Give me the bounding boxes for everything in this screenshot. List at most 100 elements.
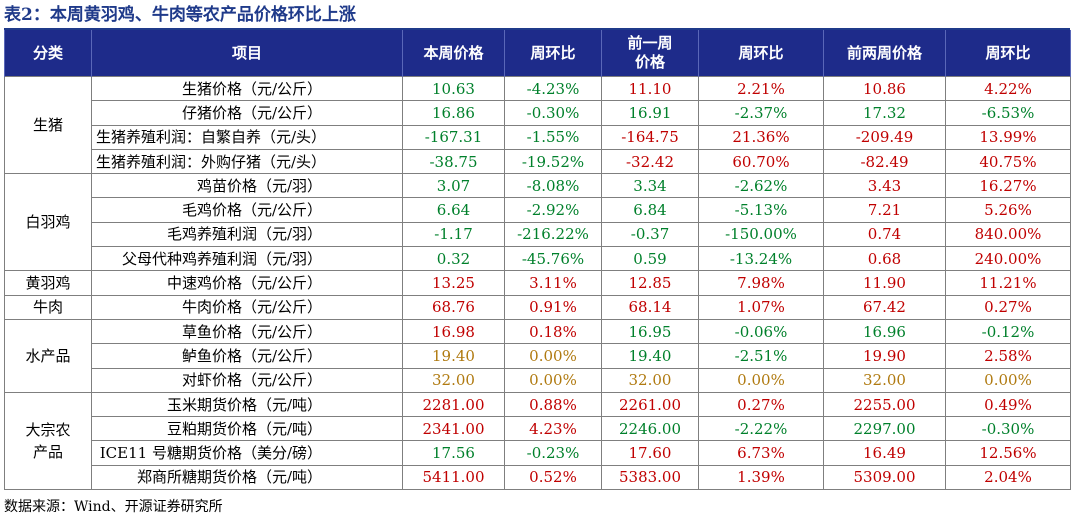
two-weeks-price-cell: 19.90 — [823, 343, 946, 369]
two-weeks-price-cell: -82.49 — [823, 148, 946, 175]
header-this-week-price: 本周价格 — [402, 30, 505, 77]
two-weeks-price-cell: 2297.00 — [823, 416, 946, 442]
title-rule — [4, 28, 1070, 30]
prev-week-wow-cell: 1.07% — [698, 294, 824, 320]
two-weeks-wow-cell: 40.75% — [945, 148, 1071, 175]
prev-week-wow-cell: 0.27% — [698, 391, 824, 418]
this-week-price-cell: 32.00 — [402, 367, 505, 393]
this-week-wow-cell: -1.55% — [504, 124, 602, 150]
this-week-price-cell: -1.17 — [402, 221, 505, 248]
this-week-wow-cell: 3.11% — [504, 270, 602, 296]
prev-week-price-cell: 11.10 — [601, 75, 699, 102]
prev-week-wow-cell: -150.00% — [698, 221, 824, 248]
source-note: 数据来源：Wind、开源证券研究所 — [4, 499, 223, 515]
item-cell: 玉米期货价格（元/吨） — [91, 391, 403, 418]
prev-week-price-cell: 2261.00 — [601, 391, 699, 418]
this-week-wow-cell: -19.52% — [504, 148, 602, 175]
item-cell: 生猪养殖利润：外购仔猪（元/头） — [91, 148, 403, 175]
prev-week-wow-cell: 6.73% — [698, 440, 824, 466]
two-weeks-price-cell: 16.96 — [823, 318, 946, 345]
two-weeks-price-cell: 7.21 — [823, 197, 946, 223]
this-week-price-cell: 0.32 — [402, 246, 505, 272]
two-weeks-price-cell: 0.74 — [823, 221, 946, 248]
prev-week-price-cell: 68.14 — [601, 294, 699, 320]
two-weeks-price-cell: 10.86 — [823, 75, 946, 102]
prev-week-price-cell: 6.84 — [601, 197, 699, 223]
two-weeks-wow-cell: 13.99% — [945, 124, 1071, 150]
two-weeks-wow-cell: 0.49% — [945, 391, 1071, 418]
header-two-weeks-wow: 周环比 — [945, 30, 1071, 77]
this-week-price-cell: 3.07 — [402, 173, 505, 199]
item-cell: 郑商所糖期货价格（元/吨） — [91, 464, 403, 491]
this-week-price-cell: -167.31 — [402, 124, 505, 150]
this-week-wow-cell: 0.52% — [504, 464, 602, 491]
this-week-wow-cell: -2.92% — [504, 197, 602, 223]
prev-week-price-cell: 16.95 — [601, 318, 699, 345]
two-weeks-price-cell: 67.42 — [823, 294, 946, 320]
item-cell: 父母代种鸡养殖利润（元/羽） — [91, 246, 403, 272]
this-week-price-cell: 17.56 — [402, 440, 505, 466]
two-weeks-price-cell: 5309.00 — [823, 464, 946, 491]
this-week-wow-cell: 0.00% — [504, 367, 602, 393]
prev-week-wow-cell: -0.06% — [698, 318, 824, 345]
this-week-wow-cell: -4.23% — [504, 75, 602, 102]
prev-week-price-cell: -32.42 — [601, 148, 699, 175]
table-row: 生猪 生猪价格（元/公斤） 10.63 -4.23% 11.10 2.21% 10.86 4.… — [4, 75, 1071, 175]
header-this-week-wow: 周环比 — [504, 30, 602, 77]
this-week-wow-cell: -8.08% — [504, 173, 602, 199]
this-week-price-cell: 2341.00 — [402, 416, 505, 442]
category-cell: 大宗农产品 — [4, 391, 92, 491]
table-row: 豆粕期货价格（元/吨） 2341.00 4.23% 2246.00 -2.22% 2297… — [5, 416, 1071, 442]
this-week-wow-cell: 0.91% — [504, 294, 602, 320]
table-row: 黄羽鸡 中速鸡价格（元/公斤） 13.25 3.11% 12.85 7.98% 11.90 1… — [4, 270, 1071, 296]
table-row: 水产品 草鱼价格（元/公斤） 16.98 0.18% 16.95 -0.06% 16.96-… — [4, 318, 1071, 393]
prev-week-price-cell: 12.85 — [601, 270, 699, 296]
table-title: 表2：本周黄羽鸡、牛肉等农产品价格环比上涨 — [4, 5, 356, 25]
prev-week-wow-cell: -2.22% — [698, 416, 824, 442]
two-weeks-wow-cell: 840.00% — [945, 221, 1071, 248]
this-week-wow-cell: 0.00% — [504, 343, 602, 369]
two-weeks-wow-cell: 0.27% — [945, 294, 1071, 320]
prev-week-price-cell: 0.59 — [601, 246, 699, 272]
prev-week-wow-cell: -13.24% — [698, 246, 824, 272]
table-row: 仔猪价格（元/公斤） 16.86 -0.30% 16.91 -2.37% 17.32 -6.… — [5, 100, 1071, 126]
this-week-price-cell: 10.63 — [402, 75, 505, 102]
prev-week-price-cell: 17.60 — [601, 440, 699, 466]
this-week-price-cell: 68.76 — [402, 294, 505, 320]
category-cell: 白羽鸡 — [4, 173, 92, 272]
prev-week-wow-cell: 1.39% — [698, 464, 824, 491]
this-week-wow-cell: -216.22% — [504, 221, 602, 248]
prev-week-wow-cell: 60.70% — [698, 148, 824, 175]
item-cell: 鸡苗价格（元/羽） — [91, 173, 403, 199]
table-row: 郑商所糖期货价格（元/吨） 5411.00 0.52% 5383.00 1.39% 530… — [5, 464, 1071, 491]
item-cell: 豆粕期货价格（元/吨） — [91, 416, 403, 442]
two-weeks-wow-cell: 5.26% — [945, 197, 1071, 223]
this-week-price-cell: 16.86 — [402, 100, 505, 126]
this-week-price-cell: 13.25 — [402, 270, 505, 296]
two-weeks-price-cell: 11.90 — [823, 270, 946, 296]
two-weeks-price-cell: 16.49 — [823, 440, 946, 466]
prev-week-wow-cell: -2.51% — [698, 343, 824, 369]
prev-week-price-cell: 32.00 — [601, 367, 699, 393]
prev-week-wow-cell: -2.37% — [698, 100, 824, 126]
prev-week-wow-cell: 2.21% — [698, 75, 824, 102]
prev-week-wow-cell: 0.00% — [698, 367, 824, 393]
two-weeks-wow-cell: 240.00% — [945, 246, 1071, 272]
item-cell: 对虾价格（元/公斤） — [91, 367, 403, 393]
two-weeks-price-cell: 3.43 — [823, 173, 946, 199]
this-week-wow-cell: 0.88% — [504, 391, 602, 418]
item-cell: 毛鸡养殖利润（元/羽） — [91, 221, 403, 248]
two-weeks-wow-cell: 0.00% — [945, 367, 1071, 393]
two-weeks-price-cell: 32.00 — [823, 367, 946, 393]
two-weeks-price-cell: 17.32 — [823, 100, 946, 126]
this-week-wow-cell: 0.18% — [504, 318, 602, 345]
item-cell: 草鱼价格（元/公斤） — [91, 318, 403, 345]
header-row: 分类 项目 本周价格 周环比 前一周价格 周环比 前两周价格 周环比 — [4, 30, 1071, 77]
table-row: 生猪养殖利润：外购仔猪（元/头） -38.75 -19.52% -32.42 60.70… — [5, 148, 1071, 175]
this-week-wow-cell: 4.23% — [504, 416, 602, 442]
item-cell: 鲈鱼价格（元/公斤） — [91, 343, 403, 369]
header-item: 项目 — [91, 30, 403, 77]
two-weeks-wow-cell: -0.30% — [945, 416, 1071, 442]
table-row: 鲈鱼价格（元/公斤） 19.40 0.00% 19.40 -2.51% 19.90 2.58… — [5, 343, 1071, 369]
table-row: 毛鸡价格（元/公斤） 6.64 -2.92% 6.84 -5.13% 7.21 5.26% — [5, 197, 1071, 223]
